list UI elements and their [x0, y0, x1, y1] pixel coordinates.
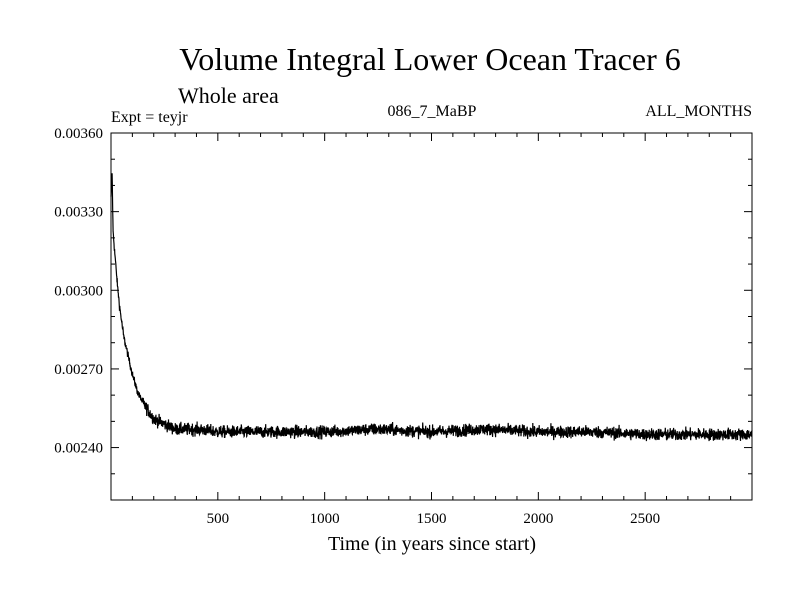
- series-line: [110, 173, 753, 442]
- series-layer: [110, 173, 753, 442]
- y-tick-label: 0.00330: [54, 205, 103, 221]
- y-tick-label: 0.00240: [54, 441, 103, 457]
- x-tick-label: 2000: [523, 511, 553, 527]
- plot-frame: [110, 132, 753, 501]
- x-axis-label: Time (in years since start): [328, 533, 536, 555]
- experiment-label: Expt = teyjr: [111, 109, 188, 126]
- y-axis-ticks: 0.00240 0.00270 0.00300 0.00330 0.00360: [54, 126, 752, 475]
- x-tick-label: 1500: [417, 511, 447, 527]
- run-label: 086_7_MaBP: [388, 103, 477, 120]
- months-label: ALL_MONTHS: [645, 103, 752, 120]
- chart-subtitle: Whole area: [178, 83, 279, 108]
- plot-area: 500 1000 1500 2000 2500 0.00240 0.00270 0.0030…: [54, 126, 753, 527]
- chart-title: Volume Integral Lower Ocean Tracer 6: [179, 41, 680, 77]
- y-tick-label: 0.00270: [54, 362, 103, 378]
- x-tick-label: 500: [207, 511, 230, 527]
- y-tick-label: 0.00360: [54, 126, 103, 142]
- x-tick-label: 1000: [310, 511, 340, 527]
- y-tick-label: 0.00300: [54, 283, 103, 299]
- x-axis-ticks: 500 1000 1500 2000 2500: [131, 133, 732, 527]
- x-tick-label: 2500: [630, 511, 660, 527]
